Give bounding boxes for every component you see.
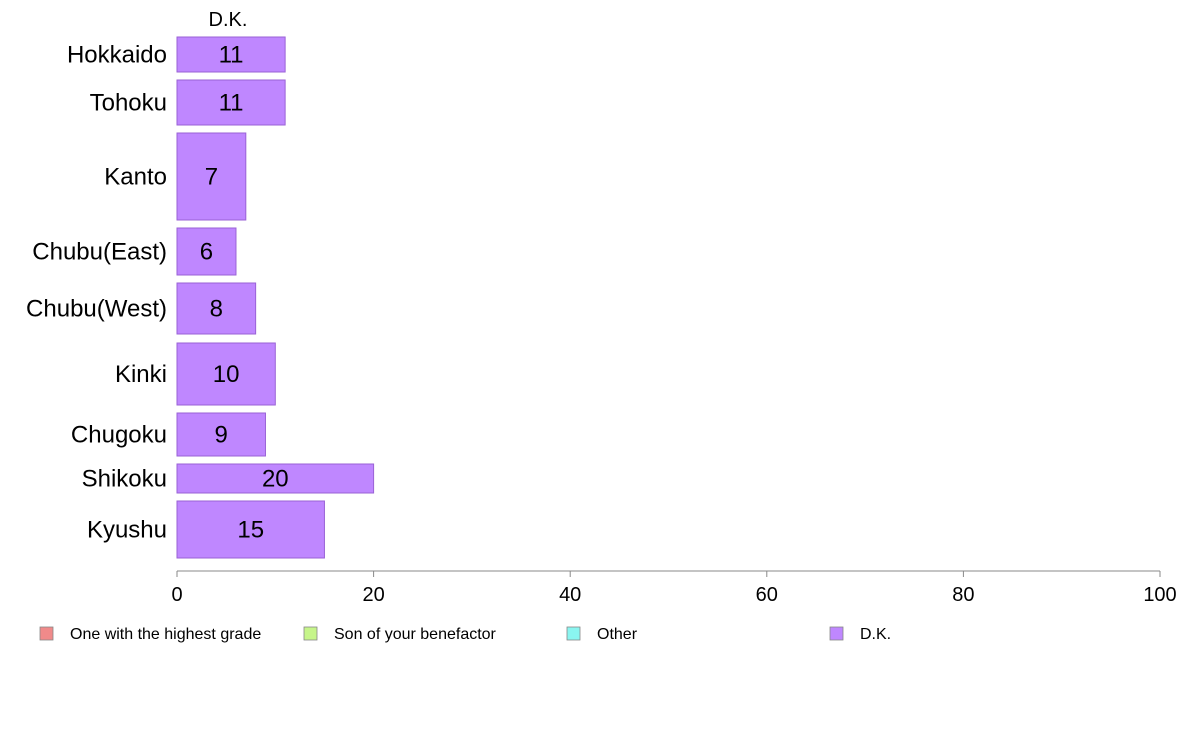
bars-group: Hokkaido 11 Tohoku 11 Kanto 7 Chubu(East) 6 Chub… bbox=[26, 36, 375, 559]
category-label: Kinki bbox=[115, 361, 167, 388]
category-label: Chubu(East) bbox=[32, 239, 167, 266]
bar-value-label: 20 bbox=[262, 466, 289, 493]
legend-swatch bbox=[303, 626, 318, 641]
bar bbox=[176, 342, 276, 406]
bar bbox=[176, 227, 237, 276]
x-tick-label: 0 bbox=[171, 584, 182, 606]
bar bbox=[176, 463, 375, 494]
column-header: D.K. bbox=[209, 9, 248, 31]
bar bbox=[176, 282, 257, 335]
legend-swatch bbox=[39, 626, 54, 641]
x-axis: 0 20 40 60 80 100 bbox=[171, 570, 1177, 606]
bar-value-label: 9 bbox=[215, 422, 228, 449]
x-tick-label: 80 bbox=[952, 584, 974, 606]
category-label: Hokkaido bbox=[67, 42, 167, 69]
bar bbox=[176, 412, 266, 457]
category-label: Tohoku bbox=[90, 90, 167, 117]
x-tick-label: 60 bbox=[756, 584, 778, 606]
legend-label: Son of your benefactor bbox=[334, 626, 497, 643]
bar-value-label: 15 bbox=[237, 517, 264, 544]
legend: One with the highest grade Son of your be… bbox=[39, 626, 891, 643]
legend-swatch bbox=[566, 626, 581, 641]
bar bbox=[176, 500, 325, 559]
category-label: Chubu(West) bbox=[26, 296, 167, 323]
bar bbox=[176, 36, 286, 73]
legend-swatch bbox=[829, 626, 844, 641]
legend-label: D.K. bbox=[860, 626, 891, 643]
bar-value-label: 11 bbox=[219, 42, 244, 69]
bar-value-label: 7 bbox=[205, 164, 218, 191]
x-tick-label: 100 bbox=[1143, 584, 1176, 606]
category-label: Kanto bbox=[104, 164, 167, 191]
category-label: Kyushu bbox=[87, 517, 167, 544]
bar bbox=[176, 79, 286, 126]
legend-label: One with the highest grade bbox=[70, 626, 261, 643]
x-tick-label: 20 bbox=[362, 584, 384, 606]
bar-value-label: 6 bbox=[200, 239, 213, 266]
bar-value-label: 10 bbox=[213, 361, 240, 388]
bar-value-label: 11 bbox=[219, 90, 244, 117]
x-tick-label: 40 bbox=[559, 584, 581, 606]
legend-label: Other bbox=[597, 626, 638, 643]
category-label: Chugoku bbox=[71, 422, 167, 449]
bar bbox=[176, 132, 247, 221]
category-label: Shikoku bbox=[82, 466, 167, 493]
bar-value-label: 8 bbox=[210, 296, 223, 323]
